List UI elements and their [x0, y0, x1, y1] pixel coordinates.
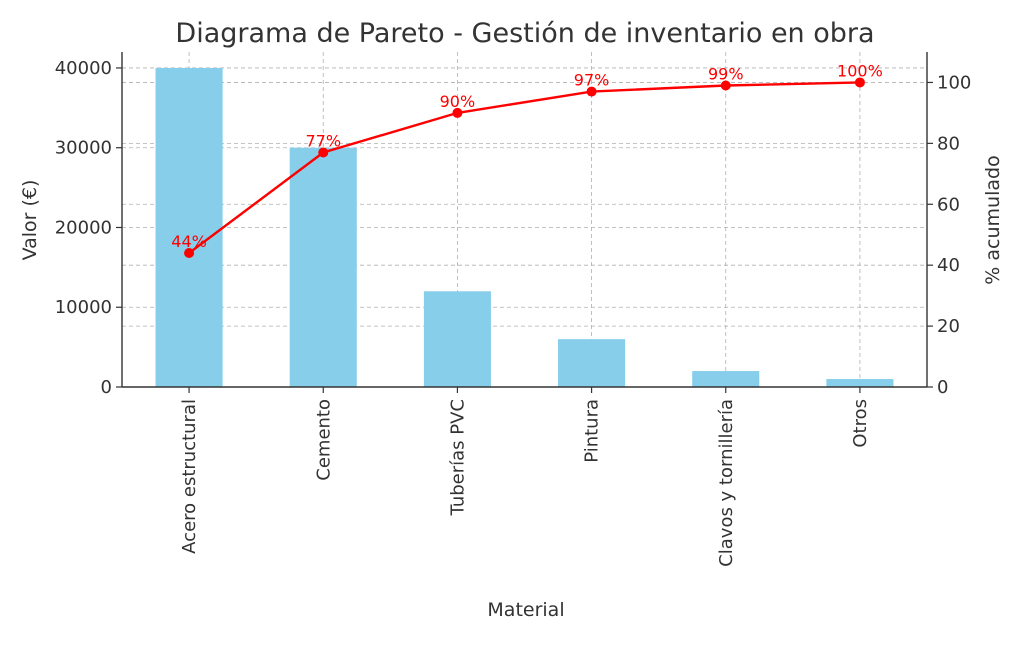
cumulative-label-3: 97% — [574, 71, 610, 90]
cumulative-point-0 — [184, 248, 195, 258]
cumulative-point-3 — [586, 86, 597, 97]
y-tick-label: 30000 — [55, 138, 112, 159]
bar-2 — [423, 291, 491, 387]
x-axis-label: Material — [487, 599, 564, 621]
cumulative-line — [188, 81, 860, 254]
y-tick-label: 40000 — [55, 58, 112, 79]
bar-3 — [558, 339, 626, 387]
cumulative-point-1 — [318, 147, 329, 158]
cumulative-point-5 — [854, 77, 865, 88]
y2-tick-label: 100 — [937, 72, 971, 93]
y2-tick-label: 80 — [937, 133, 960, 154]
cumulative-label-0: 44% — [171, 232, 207, 251]
y2-tick-label: 40 — [937, 255, 960, 276]
cumulative-label-5: 100% — [837, 61, 883, 80]
x-tick-label: Clavos y tornillería — [716, 399, 737, 567]
cumulative-point-4 — [720, 80, 731, 91]
cumulative-label-2: 90% — [440, 92, 476, 111]
x-tick-label: Pintura — [582, 399, 603, 463]
cumulative-label-1: 77% — [305, 132, 341, 151]
bar-1 — [289, 147, 357, 387]
bar-0 — [155, 67, 223, 387]
y-axis-label: Valor (€) — [19, 180, 41, 261]
chart-title: Diagrama de Pareto - Gestión de inventar… — [175, 18, 874, 49]
bar-4 — [692, 371, 760, 387]
cumulative-label-4: 99% — [708, 65, 744, 84]
x-tick-label: Tuberías PVC — [447, 399, 468, 516]
bar-5 — [826, 379, 894, 387]
y2-tick-label: 60 — [937, 194, 960, 215]
y2-tick-label: 0 — [937, 377, 948, 398]
y2-tick-label: 20 — [937, 316, 960, 337]
x-tick-label: Otros — [850, 399, 871, 448]
y-tick-label: 0 — [101, 377, 112, 398]
y2-axis-label: % acumulado — [982, 155, 1004, 284]
x-tick-label: Cemento — [313, 399, 334, 481]
x-tick-label: Acero estructural — [179, 399, 200, 554]
y-tick-label: 20000 — [55, 217, 112, 238]
cumulative-point-2 — [452, 107, 463, 118]
y-tick-label: 10000 — [55, 297, 112, 318]
